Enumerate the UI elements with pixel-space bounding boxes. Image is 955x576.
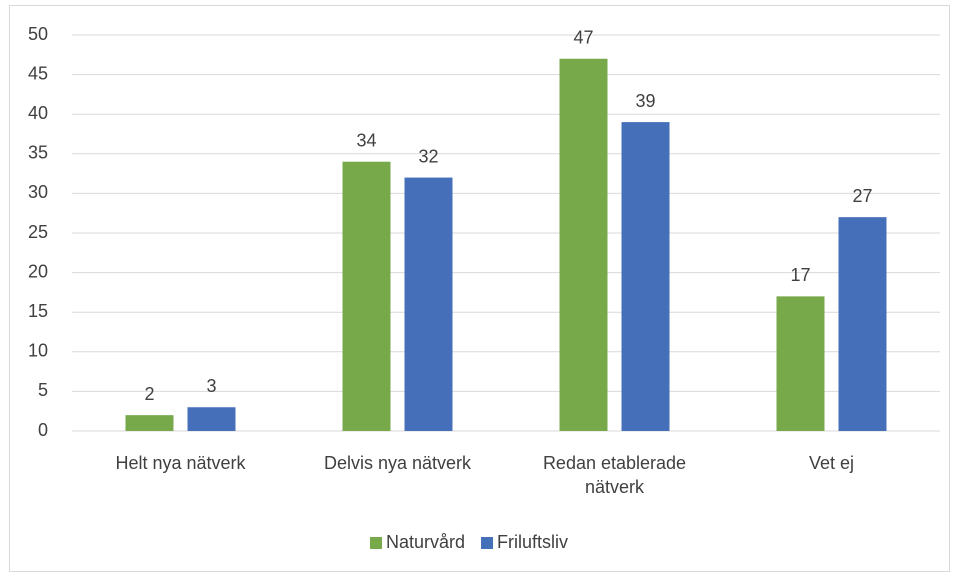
x-tick-label: Helt nya nätverk (115, 453, 246, 473)
data-label: 2 (144, 384, 154, 404)
y-tick-label: 40 (28, 103, 48, 123)
legend-label: Naturvård (386, 532, 465, 552)
bar (404, 177, 453, 431)
bar (187, 407, 236, 431)
x-tick-label: Vet ej (808, 453, 855, 473)
data-label: 34 (356, 130, 376, 150)
y-tick-label: 0 (38, 420, 48, 440)
data-label: 17 (790, 265, 810, 285)
bar (559, 58, 608, 431)
data-label: 32 (418, 146, 438, 166)
data-label: 39 (635, 91, 655, 111)
bar (776, 296, 825, 431)
y-tick-label: 5 (38, 380, 48, 400)
y-tick-label: 35 (28, 143, 48, 163)
y-tick-label: 25 (28, 222, 48, 242)
y-tick-label: 45 (28, 63, 48, 83)
legend-swatch (481, 537, 494, 549)
legend-swatch (370, 537, 382, 549)
y-tick-label: 30 (28, 182, 48, 202)
chart-border (9, 5, 950, 572)
y-tick-label: 50 (28, 24, 48, 44)
data-label: 47 (573, 28, 593, 48)
bar (838, 217, 887, 431)
data-label: 27 (852, 186, 872, 206)
y-tick-label: 15 (28, 301, 48, 321)
bar (621, 122, 670, 432)
bar (125, 415, 174, 431)
y-tick-label: 20 (28, 261, 48, 281)
bar (342, 161, 391, 431)
x-tick-label: Delvis nya nätverk (323, 453, 472, 473)
legend-label: Friluftsliv (497, 532, 568, 552)
y-tick-label: 10 (28, 341, 48, 361)
data-label: 3 (206, 376, 216, 396)
x-tick-label: Redan etablerade nätverk (542, 453, 687, 497)
